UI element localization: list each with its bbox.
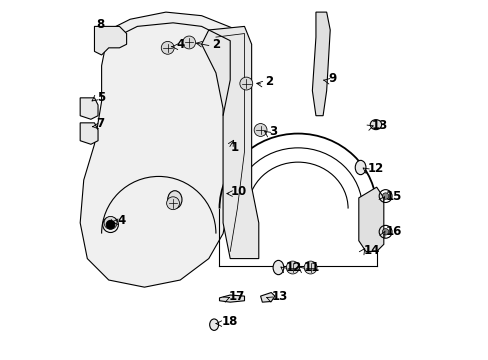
Text: 7: 7 [97,117,104,130]
Circle shape [254,123,266,136]
Circle shape [382,193,388,199]
Polygon shape [201,26,258,258]
Text: 4: 4 [117,213,125,226]
Polygon shape [80,123,98,144]
Circle shape [106,220,115,229]
Text: 16: 16 [385,225,401,238]
Text: 8: 8 [97,18,104,31]
Text: 13: 13 [370,119,387,132]
Text: 5: 5 [97,91,104,104]
Circle shape [240,77,252,90]
Text: 2: 2 [212,38,220,51]
Text: 15: 15 [385,190,401,203]
Text: 1: 1 [230,141,238,154]
Text: 18: 18 [221,315,237,328]
Ellipse shape [354,160,365,175]
Circle shape [166,197,179,210]
Ellipse shape [369,120,381,130]
Text: 12: 12 [285,261,301,274]
Ellipse shape [272,260,283,275]
Text: 12: 12 [367,162,383,175]
Text: 9: 9 [328,72,336,85]
Circle shape [161,41,174,54]
Circle shape [104,216,117,229]
Polygon shape [219,295,244,302]
Polygon shape [80,12,244,287]
Text: 17: 17 [228,290,244,303]
Text: 2: 2 [264,75,273,88]
Text: 14: 14 [364,244,380,257]
Polygon shape [358,187,383,251]
Text: 10: 10 [230,185,246,198]
Ellipse shape [209,319,218,330]
Polygon shape [312,12,329,116]
Circle shape [285,261,299,274]
Text: 4: 4 [176,39,184,51]
Text: 3: 3 [269,125,277,138]
Circle shape [382,229,388,235]
Polygon shape [260,293,274,302]
Ellipse shape [167,191,182,208]
Circle shape [183,36,195,49]
Polygon shape [94,26,126,55]
Text: 13: 13 [271,290,287,303]
Polygon shape [80,98,98,119]
Text: 11: 11 [303,261,319,274]
Circle shape [304,261,316,274]
